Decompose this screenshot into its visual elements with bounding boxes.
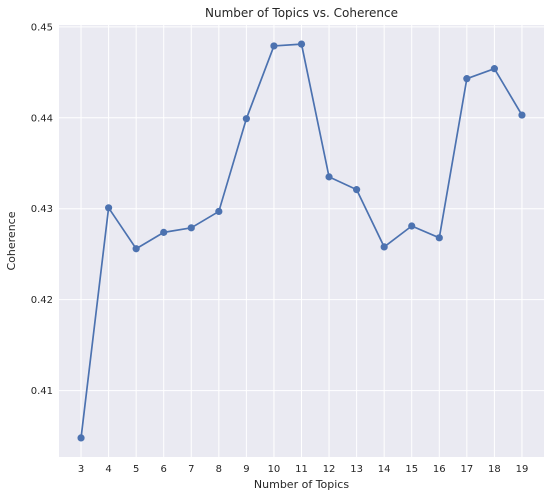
data-point (215, 207, 223, 216)
data-point (132, 245, 140, 253)
y-tick-label: 0.44 (31, 113, 53, 124)
grid-lines (59, 25, 544, 457)
x-tick-label: 9 (243, 464, 249, 475)
data-point (325, 173, 333, 181)
data-point (380, 243, 388, 251)
x-tick-label: 13 (350, 464, 363, 475)
x-tick-label: 10 (268, 464, 281, 475)
x-tick-label: 7 (188, 464, 194, 475)
data-point (518, 111, 526, 119)
x-tick-label: 8 (216, 464, 222, 475)
data-point (242, 115, 250, 123)
data-point (77, 434, 85, 442)
data-point (187, 224, 195, 232)
data-points (77, 40, 526, 442)
y-tick-label: 0.42 (31, 295, 53, 306)
x-tick-label: 16 (433, 464, 446, 475)
x-tick-labels: 3 4 5 6 7 8 9 10 11 12 13 14 15 16 17 18 19 (78, 464, 528, 475)
x-tick-label: 12 (323, 464, 336, 475)
data-point (463, 75, 471, 83)
x-tick-label: 17 (460, 464, 473, 475)
data-point (105, 204, 113, 212)
chart-title: Number of Topics vs. Coherence (205, 6, 398, 20)
x-axis-label: Number of Topics (254, 478, 349, 491)
x-tick-label: 6 (161, 464, 167, 475)
x-tick-label: 19 (516, 464, 529, 475)
y-tick-labels: 0.41 0.42 0.43 0.44 0.45 (31, 22, 53, 397)
data-point (297, 40, 306, 48)
data-point (408, 222, 416, 230)
data-point (270, 42, 278, 50)
x-tick-label: 11 (295, 464, 308, 475)
x-tick-label: 15 (405, 464, 418, 475)
y-tick-label: 0.43 (31, 204, 53, 215)
data-point (160, 228, 168, 236)
data-point (490, 65, 498, 73)
y-tick-label: 0.45 (31, 22, 53, 33)
y-axis-label: Coherence (5, 211, 18, 270)
x-tick-label: 18 (488, 464, 501, 475)
y-tick-label: 0.41 (31, 386, 53, 397)
x-tick-label: 14 (378, 464, 391, 475)
data-point (435, 234, 443, 242)
x-tick-label: 3 (78, 464, 84, 475)
x-tick-label: 5 (133, 464, 139, 475)
x-tick-label: 4 (105, 464, 111, 475)
data-point (353, 186, 361, 194)
